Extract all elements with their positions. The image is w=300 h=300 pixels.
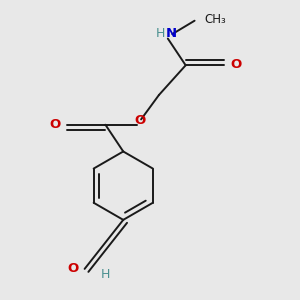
Text: O: O: [68, 262, 79, 275]
Text: N: N: [166, 27, 177, 40]
Text: O: O: [135, 114, 146, 127]
Text: O: O: [230, 58, 241, 71]
Text: H: H: [101, 268, 110, 281]
Text: CH₃: CH₃: [204, 13, 226, 26]
Text: O: O: [50, 118, 61, 130]
Text: H: H: [156, 27, 165, 40]
